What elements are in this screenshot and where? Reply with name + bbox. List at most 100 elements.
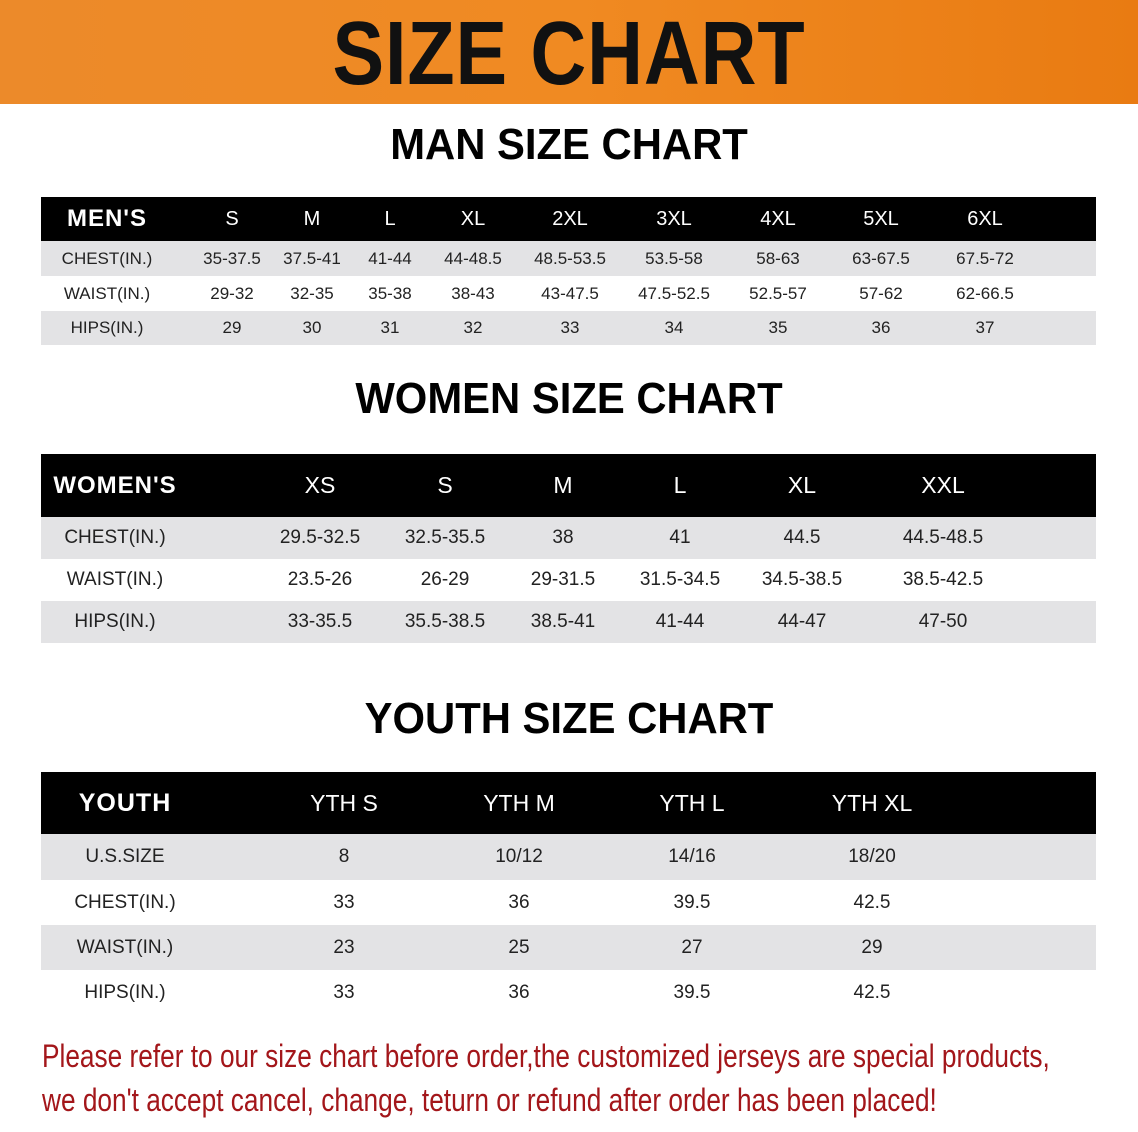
table-cell: 23 <box>333 936 355 958</box>
youth-section-title: YOUTH SIZE CHART <box>364 694 774 743</box>
table-cell: 34 <box>664 318 684 337</box>
table-cell: 32.5-35.5 <box>404 527 486 548</box>
table-cell: 39.5 <box>673 891 711 913</box>
size-column-header: XL <box>460 207 486 230</box>
size-column-header: 3XL <box>656 207 692 230</box>
size-column-header: YTH XL <box>831 789 913 816</box>
row-label: U.S.SIZE <box>85 846 165 867</box>
banner: SIZE CHART <box>0 0 1138 104</box>
row-label: WAIST(IN.) <box>76 936 174 958</box>
banner-title: SIZE CHART <box>332 4 806 104</box>
table-cell: 44-47 <box>777 611 827 632</box>
size-column-header: L <box>673 472 687 498</box>
table-cell: 48.5-53.5 <box>534 248 606 268</box>
table-row: WAIST(IN.) 23 25 27 29 <box>41 925 1096 970</box>
table-cell: 31.5-34.5 <box>639 569 721 590</box>
table-cell: 37.5-41 <box>283 248 341 268</box>
table-cell: 10/12 <box>495 846 543 867</box>
table-cell: 8 <box>338 846 350 867</box>
table-cell: 57-62 <box>859 283 903 303</box>
size-column-header: S <box>225 207 239 230</box>
row-label: CHEST(IN.) <box>61 248 153 268</box>
table-cell: 35 <box>768 318 788 337</box>
table-row: WAIST(IN.) 23.5-26 26-29 29-31.5 31.5-34.5 34… <box>41 559 1096 601</box>
row-label: HIPS(IN.) <box>70 318 144 337</box>
row-label: HIPS(IN.) <box>84 981 166 1003</box>
table-cell: 41 <box>669 527 691 548</box>
table-cell: 29 <box>222 318 242 337</box>
table-row: HIPS(IN.) 33 36 39.5 42.5 <box>41 970 1096 1015</box>
table-cell: 33 <box>333 891 355 913</box>
notice-line-2: we don't accept cancel, change, teturn o… <box>42 1082 937 1118</box>
row-label: HIPS(IN.) <box>74 611 156 632</box>
table-row: HIPS(IN.) 29 30 31 32 33 34 35 36 37 <box>41 311 1096 345</box>
row-label: WAIST(IN.) <box>66 569 164 590</box>
size-column-header: XXL <box>921 472 965 498</box>
table-cell: 67.5-72 <box>956 248 1014 268</box>
table-cell: 44.5-48.5 <box>902 527 984 548</box>
table-cell: 44-48.5 <box>444 248 502 268</box>
table-cell: 44.5 <box>783 527 821 548</box>
table-cell: 29-32 <box>210 283 254 303</box>
women-header-row: WOMEN'S XS S M L XL XXL <box>41 454 1096 517</box>
size-column-header: YTH M <box>483 789 555 816</box>
table-cell: 35-38 <box>368 283 412 303</box>
table-cell: 58-63 <box>756 248 800 268</box>
table-cell: 29-31.5 <box>530 569 596 590</box>
size-column-header: 5XL <box>863 207 899 230</box>
table-cell: 18/20 <box>848 846 896 867</box>
size-column-header: M <box>303 207 321 230</box>
table-cell: 27 <box>681 936 703 958</box>
size-column-header: S <box>437 472 453 498</box>
table-cell: 31 <box>380 318 400 337</box>
size-column-header: L <box>384 207 396 230</box>
size-column-header: 6XL <box>967 207 1003 230</box>
table-cell: 33-35.5 <box>287 611 353 632</box>
table-row: WAIST(IN.) 29-32 32-35 35-38 38-43 43-47.5 47.… <box>41 276 1096 311</box>
table-row: U.S.SIZE 8 10/12 14/16 18/20 <box>41 834 1096 880</box>
row-label: CHEST(IN.) <box>64 527 166 548</box>
header-label: MEN'S <box>66 205 148 232</box>
youth-size-table: YOUTH YTH S YTH M YTH L YTH XL U.S.SIZE 8 10/12… <box>41 772 1096 1015</box>
size-column-header: XL <box>787 472 817 498</box>
table-cell: 53.5-58 <box>645 248 703 268</box>
table-cell: 36 <box>508 981 530 1003</box>
table-cell: 52.5-57 <box>749 283 807 303</box>
size-column-header: M <box>553 472 573 498</box>
table-cell: 38.5-42.5 <box>902 569 984 590</box>
size-column-header: XS <box>304 472 336 498</box>
table-cell: 32-35 <box>290 283 334 303</box>
table-cell: 33 <box>560 318 580 337</box>
table-cell: 14/16 <box>668 846 716 867</box>
table-row: HIPS(IN.) 33-35.5 35.5-38.5 38.5-41 41-44 44-… <box>41 601 1096 643</box>
table-row: CHEST(IN.) 35-37.5 37.5-41 41-44 44-48.5 48.5… <box>41 241 1096 276</box>
size-column-header: 4XL <box>760 207 796 230</box>
table-cell: 38 <box>552 527 574 548</box>
table-cell: 26-29 <box>420 569 470 590</box>
table-cell: 62-66.5 <box>956 283 1014 303</box>
row-label: CHEST(IN.) <box>74 891 176 913</box>
table-row: CHEST(IN.) 29.5-32.5 32.5-35.5 38 41 44.5 44.5… <box>41 517 1096 559</box>
header-label: WOMEN'S <box>53 471 177 499</box>
table-cell: 41-44 <box>655 611 705 632</box>
table-cell: 42.5 <box>853 981 891 1003</box>
table-cell: 39.5 <box>673 981 711 1003</box>
table-cell: 36 <box>871 318 891 337</box>
table-cell: 29 <box>861 936 883 958</box>
table-cell: 32 <box>463 318 483 337</box>
women-size-table: WOMEN'S XS S M L XL XXL CHEST(IN.) 29.5-32.5 32.5… <box>41 454 1096 643</box>
table-cell: 23.5-26 <box>287 569 353 590</box>
table-cell: 38.5-41 <box>530 611 596 632</box>
table-cell: 30 <box>302 318 322 337</box>
men-header-row: MEN'S S M L XL 2XL 3XL 4XL 5XL 6XL <box>41 197 1096 241</box>
table-cell: 29.5-32.5 <box>279 527 361 548</box>
women-section-title: WOMEN SIZE CHART <box>355 374 783 423</box>
table-cell: 37 <box>975 318 995 337</box>
notice-line-1: Please refer to our size chart before or… <box>42 1038 1050 1074</box>
table-cell: 41-44 <box>368 248 412 268</box>
size-column-header: YTH S <box>310 789 378 816</box>
header-label: YOUTH <box>78 788 172 817</box>
table-cell: 36 <box>508 891 530 913</box>
table-cell: 25 <box>508 936 530 958</box>
table-row: CHEST(IN.) 33 36 39.5 42.5 <box>41 880 1096 925</box>
